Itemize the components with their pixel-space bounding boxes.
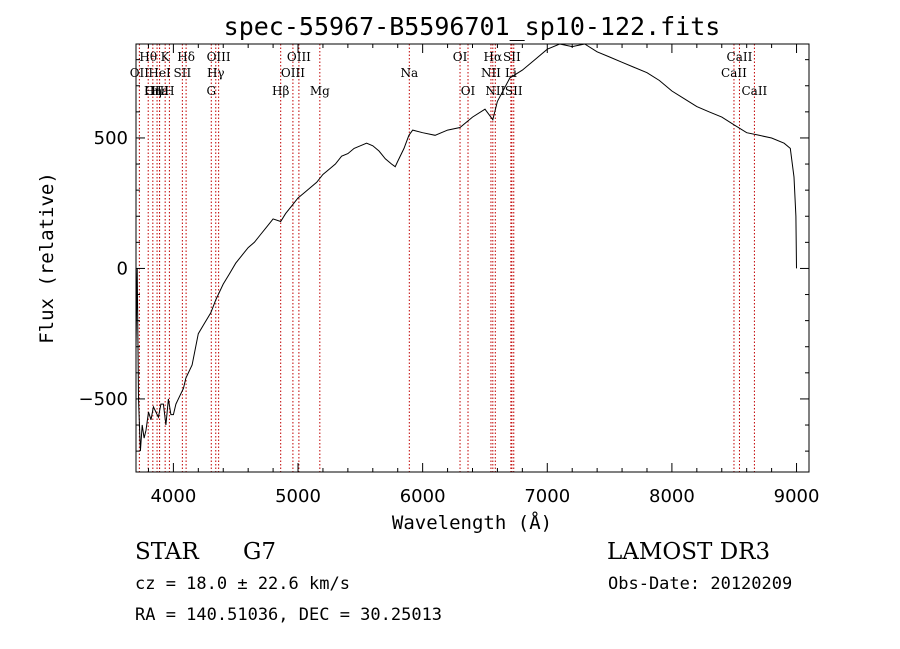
spectral-line-label: H — [164, 84, 174, 98]
spectral-line-label: SII — [505, 84, 523, 98]
spectral-line-label: Li — [505, 66, 517, 80]
spectral-line-label: Hθ — [139, 50, 157, 64]
spectral-line-label: Hδ — [177, 50, 195, 64]
spectral-line-label: CaII — [727, 50, 753, 64]
spectral-line-label: Mg — [310, 84, 330, 98]
x-axis-ticks: 4000 5000 6000 7000 8000 9000 — [147, 44, 820, 507]
survey-label: LAMOST DR3 — [607, 539, 770, 565]
spectral-line-label: NII — [481, 66, 501, 80]
y-axis-ticks: −500 0 500 — [79, 59, 809, 452]
y-tick-label: 0 — [117, 258, 128, 279]
x-tick-label: 6000 — [400, 486, 446, 507]
spectral-line-label: OI — [453, 50, 468, 64]
spectral-line-label: OI — [461, 84, 476, 98]
spectral-line-label: CaII — [741, 84, 767, 98]
x-tick-label: 8000 — [649, 486, 695, 507]
spectral-line-label: OIII — [287, 50, 311, 64]
y-tick-label: −500 — [79, 389, 128, 410]
spectral-line-label: Hγ — [207, 66, 225, 80]
x-tick-label: 9000 — [774, 486, 820, 507]
spectral-line-label: Hβ — [272, 84, 289, 98]
spectral-line-label: OIII — [207, 50, 231, 64]
spectrum-line — [135, 43, 797, 452]
spectral-line-label: SII — [503, 50, 521, 64]
spectral-line-label: OII — [130, 66, 150, 80]
chart-title: spec-55967-B5596701_sp10-122.fits — [224, 12, 721, 41]
spectral-line-label: Hε — [151, 84, 168, 98]
subclass-label: G7 — [243, 539, 276, 565]
y-tick-label: 500 — [94, 128, 128, 149]
spectral-line-label: CaII — [721, 66, 747, 80]
spectral-line-label: Na — [400, 66, 418, 80]
spectral-line-label: OIII — [145, 84, 169, 98]
spectral-line-label: G — [206, 84, 216, 98]
coordinates: RA = 140.51036, DEC = 30.25013 — [135, 605, 442, 625]
y-axis-label: Flux (relative) — [36, 172, 58, 344]
spectral-line-label: Hα — [484, 50, 503, 64]
spectral-line-label: Hη — [144, 84, 162, 98]
redshift-readout: cz = 18.0 ± 22.6 km/s — [135, 574, 350, 594]
spectral-line-label: OIII — [281, 66, 305, 80]
x-tick-label: 7000 — [524, 486, 570, 507]
x-axis-label: Wavelength (Å) — [392, 511, 552, 534]
x-tick-label: 5000 — [275, 486, 321, 507]
spectral-line-markers — [138, 44, 755, 472]
class-label: STAR — [135, 539, 199, 565]
obs-date: Obs-Date: 20120209 — [608, 574, 792, 594]
spectral-line-label: HeI — [148, 66, 171, 80]
x-tick-label: 4000 — [150, 486, 196, 507]
spectral-line-label: SII — [174, 66, 192, 80]
plot-frame — [135, 43, 810, 473]
spectral-line-label: NII — [485, 84, 505, 98]
spectral-line-label: K — [161, 50, 171, 64]
